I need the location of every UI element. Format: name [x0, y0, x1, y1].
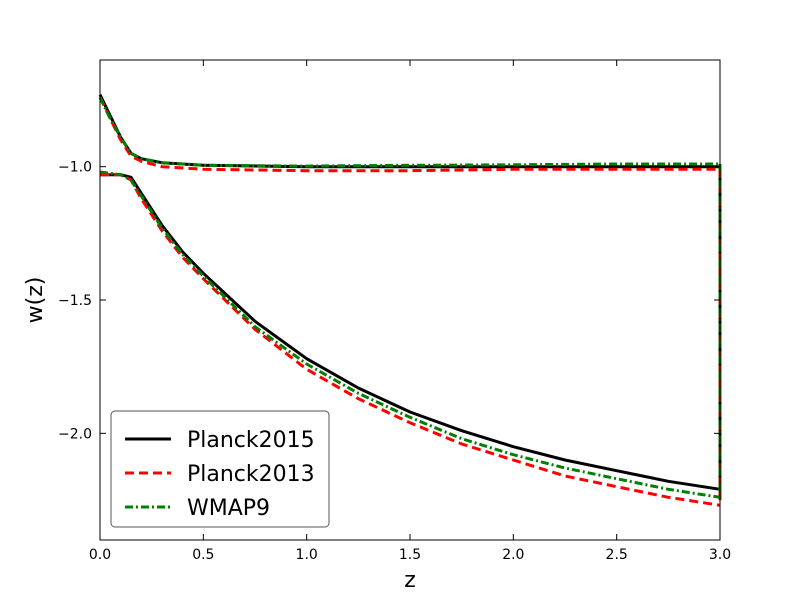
series-line-upper	[98, 96, 720, 168]
x-tick-label: 0.5	[192, 547, 214, 563]
y-tick-label: −1.5	[58, 293, 92, 309]
series-line-lower	[100, 173, 721, 491]
x-tick-label: 2.5	[606, 547, 628, 563]
x-tick-label: 1.5	[399, 547, 421, 563]
series-line-lower	[99, 170, 721, 499]
legend: Planck2015 Planck2013 WMAP9	[110, 410, 330, 528]
legend-label: Planck2015	[187, 428, 315, 453]
y-tick-label: −2.0	[58, 426, 92, 442]
x-tick-label: 1.0	[296, 547, 318, 563]
legend-label: Planck2013	[187, 462, 315, 487]
x-tick-label: 0.0	[89, 547, 111, 563]
series-line-lower	[100, 173, 721, 507]
y-axis-ticks: −1.0 −1.5 −2.0	[58, 160, 720, 442]
x-tick-label: 3.0	[709, 547, 731, 563]
y-axis-label: w(z)	[23, 277, 48, 324]
legend-label: WMAP9	[187, 496, 270, 521]
x-axis-label: z	[404, 568, 416, 593]
y-tick-label: −1.0	[58, 160, 92, 176]
x-tick-label: 2.0	[502, 547, 524, 563]
x-axis-ticks: 0.0 0.5 1.0 1.5 2.0 2.5 3.0	[89, 60, 731, 563]
